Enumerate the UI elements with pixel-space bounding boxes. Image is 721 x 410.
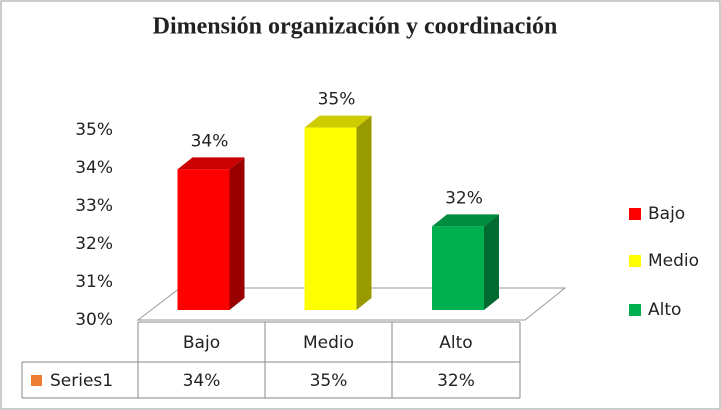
bar-side bbox=[356, 115, 372, 310]
y-tick-label: 32% bbox=[75, 234, 113, 254]
bar-side bbox=[229, 157, 245, 310]
x-tick-label: Alto bbox=[439, 333, 472, 353]
legend-swatch bbox=[629, 255, 641, 267]
table-value: 32% bbox=[437, 371, 475, 391]
y-tick-label: 33% bbox=[75, 196, 113, 216]
chart-title: Dimensión organización y coordinación bbox=[153, 14, 558, 40]
legend-label: Alto bbox=[648, 300, 681, 320]
y-tick-label: 34% bbox=[75, 158, 113, 178]
legend-label: Bajo bbox=[648, 204, 685, 224]
bar bbox=[177, 169, 230, 310]
y-tick-label: 31% bbox=[75, 272, 113, 292]
series-name: Series1 bbox=[50, 371, 113, 391]
y-tick-label: 30% bbox=[75, 310, 113, 330]
y-tick-label: 35% bbox=[75, 120, 113, 140]
bar-top bbox=[304, 115, 372, 128]
data-label: 34% bbox=[191, 131, 229, 151]
data-label: 32% bbox=[445, 188, 483, 208]
legend-label: Medio bbox=[648, 251, 699, 271]
bar-top bbox=[432, 214, 499, 227]
legend-swatch bbox=[629, 304, 641, 316]
table-value: 34% bbox=[183, 371, 221, 391]
bar bbox=[304, 127, 357, 310]
table-value: 35% bbox=[310, 371, 348, 391]
bar-side bbox=[484, 214, 499, 310]
series-key bbox=[31, 375, 42, 386]
bar-top bbox=[177, 157, 245, 170]
x-tick-label: Medio bbox=[303, 333, 354, 353]
legend-swatch bbox=[629, 208, 641, 220]
table-grid bbox=[21, 321, 521, 399]
bar bbox=[432, 226, 484, 310]
x-tick-label: Bajo bbox=[183, 333, 220, 353]
data-label: 35% bbox=[318, 90, 356, 110]
